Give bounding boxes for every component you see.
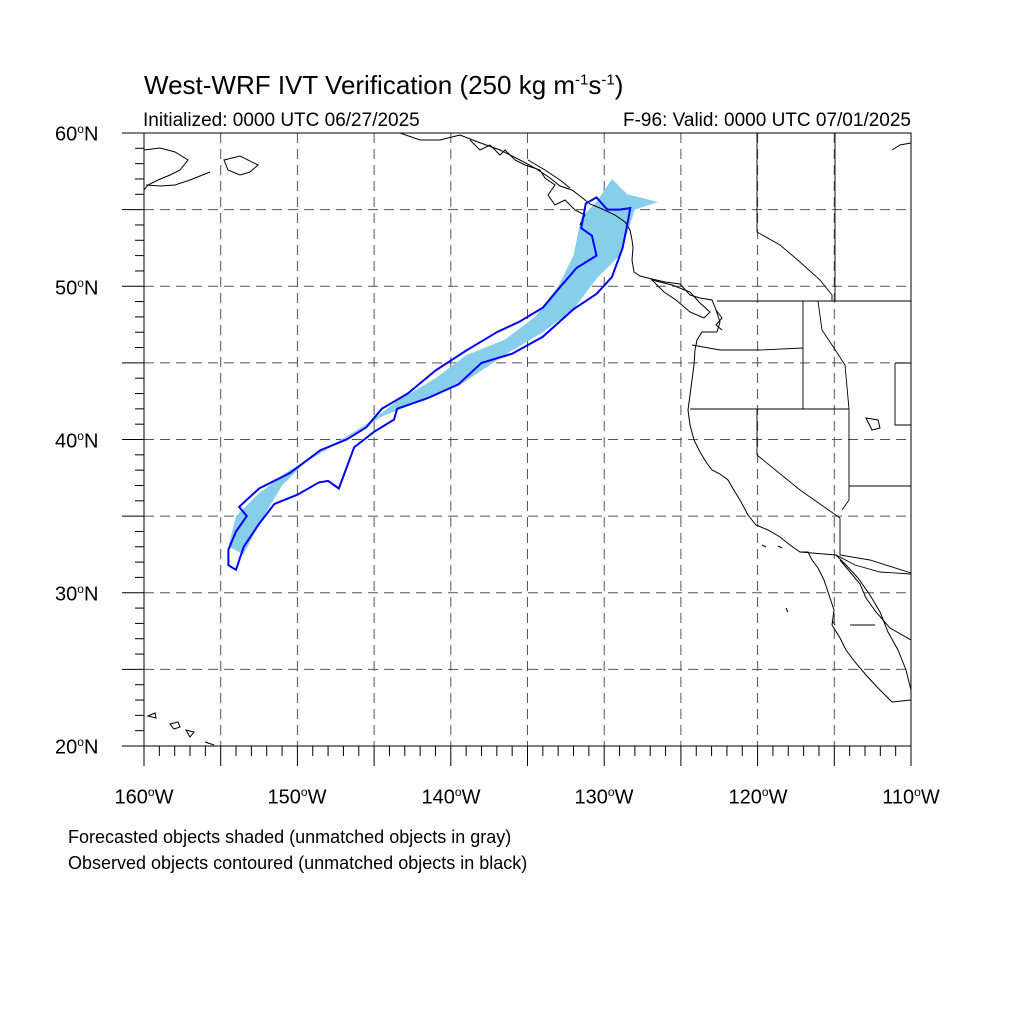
gulf-california-east xyxy=(839,559,911,641)
lon-label-150w: 150oW xyxy=(267,785,327,809)
graticule xyxy=(144,133,911,746)
vancouver-island xyxy=(650,279,711,319)
baja-gulf-coast xyxy=(835,554,911,691)
lat-label-50: 50oN xyxy=(55,276,99,300)
lat-label-30: 30oN xyxy=(55,582,99,606)
wa-or-border xyxy=(691,344,804,351)
hawaii-islands xyxy=(146,712,215,746)
us-west-coast xyxy=(687,331,911,703)
western-alaska-coast xyxy=(144,147,189,191)
lat-label-60: 60oN xyxy=(55,122,99,146)
map-title: West-WRF IVT Verification (250 kg m-1s-1… xyxy=(144,70,624,100)
initialized-time: Initialized: 0000 UTC 06/27/2025 xyxy=(143,110,420,131)
puget-sound xyxy=(715,309,723,331)
idaho-montana-border xyxy=(817,300,850,410)
nevada-east-border xyxy=(841,409,850,511)
wyoming-border xyxy=(894,362,911,426)
forecast-legend-note: Forecasted objects shaded (unmatched obj… xyxy=(68,827,512,847)
political-borders xyxy=(690,133,911,626)
aleutian-coast xyxy=(145,171,211,187)
lon-label-140w: 140oW xyxy=(421,785,481,809)
alaska-coast xyxy=(399,133,721,333)
lon-label-160w: 160oW xyxy=(114,785,174,809)
lon-label-130w: 130oW xyxy=(574,785,634,809)
axis-ticks xyxy=(122,132,912,766)
east-alaska-coast xyxy=(891,142,911,151)
observed-legend-note: Observed objects contoured (unmatched ob… xyxy=(68,853,528,873)
az-border xyxy=(839,518,911,574)
channel-islands xyxy=(761,417,881,626)
lon-label-120w: 120oW xyxy=(728,785,788,809)
lon-label-110w: 110oW xyxy=(882,785,940,809)
coastlines xyxy=(144,133,911,746)
kenai-coast xyxy=(223,155,259,176)
lat-label-20: 20oN xyxy=(55,735,99,759)
lat-label-40: 40oN xyxy=(55,429,99,453)
alaska-inlets xyxy=(469,139,586,226)
observed-object xyxy=(227,196,632,572)
valid-time: F-96: Valid: 0000 UTC 07/01/2025 xyxy=(623,110,911,131)
alaska-bc-border xyxy=(527,159,571,189)
us-mexico-border xyxy=(799,551,911,575)
bc-alberta-border xyxy=(756,133,833,301)
ca-nv-border xyxy=(756,409,841,519)
forecast-object xyxy=(228,179,658,555)
